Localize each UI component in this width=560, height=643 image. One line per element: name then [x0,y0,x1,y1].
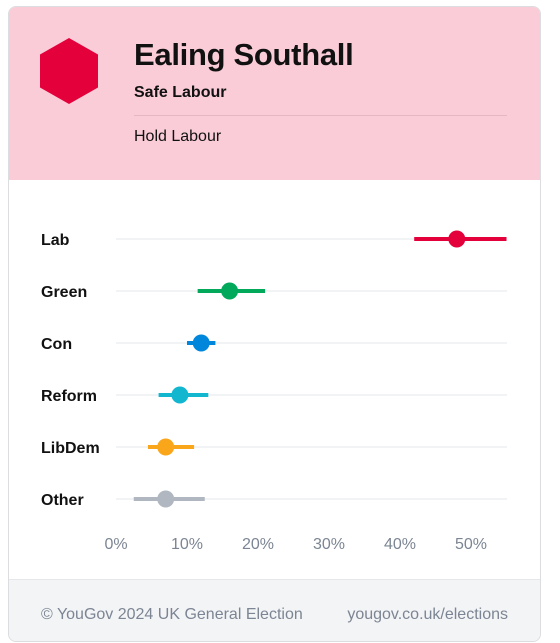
party-hexagon-icon [40,38,98,104]
vote-share-chart: Lab Green Con Reform LibDem Other 0% 10% 20% 30% 4… [9,180,540,580]
estimate-point-reform [171,386,189,404]
constituency-card: Ealing Southall Safe Labour Hold Labour … [8,6,541,642]
hexagon-shape [40,38,98,104]
party-label-lab: Lab [41,232,70,249]
x-tick-label-0: 0% [104,536,127,553]
x-tick-label-20: 20% [242,536,274,553]
seat-classification: Safe Labour [134,84,227,101]
party-label-green: Green [41,284,87,301]
estimate-point-con [192,334,210,352]
result-status: Hold Labour [134,128,222,145]
estimate-point-lab [448,230,466,248]
x-tick-label-10: 10% [171,536,203,553]
chart-svg: Lab Green Con Reform LibDem Other 0% 10% 20% 30% 4… [41,230,507,553]
header-divider [134,115,507,116]
party-label-con: Con [41,336,72,353]
x-tick-label-50: 50% [455,536,487,553]
footer: © YouGov 2024 UK General Election yougov… [9,579,540,641]
party-label-reform: Reform [41,388,97,405]
x-tick-label-40: 40% [384,536,416,553]
copyright-text: © YouGov 2024 UK General Election [41,606,303,623]
party-label-libdem: LibDem [41,440,100,457]
header: Ealing Southall Safe Labour Hold Labour [9,7,540,180]
estimate-point-other [157,490,175,508]
constituency-title: Ealing Southall [134,37,354,72]
estimate-point-green [221,282,239,300]
x-tick-label-30: 30% [313,536,345,553]
elections-link[interactable]: yougov.co.uk/elections [347,606,508,623]
estimate-point-libdem [157,438,175,456]
party-label-other: Other [41,492,84,509]
